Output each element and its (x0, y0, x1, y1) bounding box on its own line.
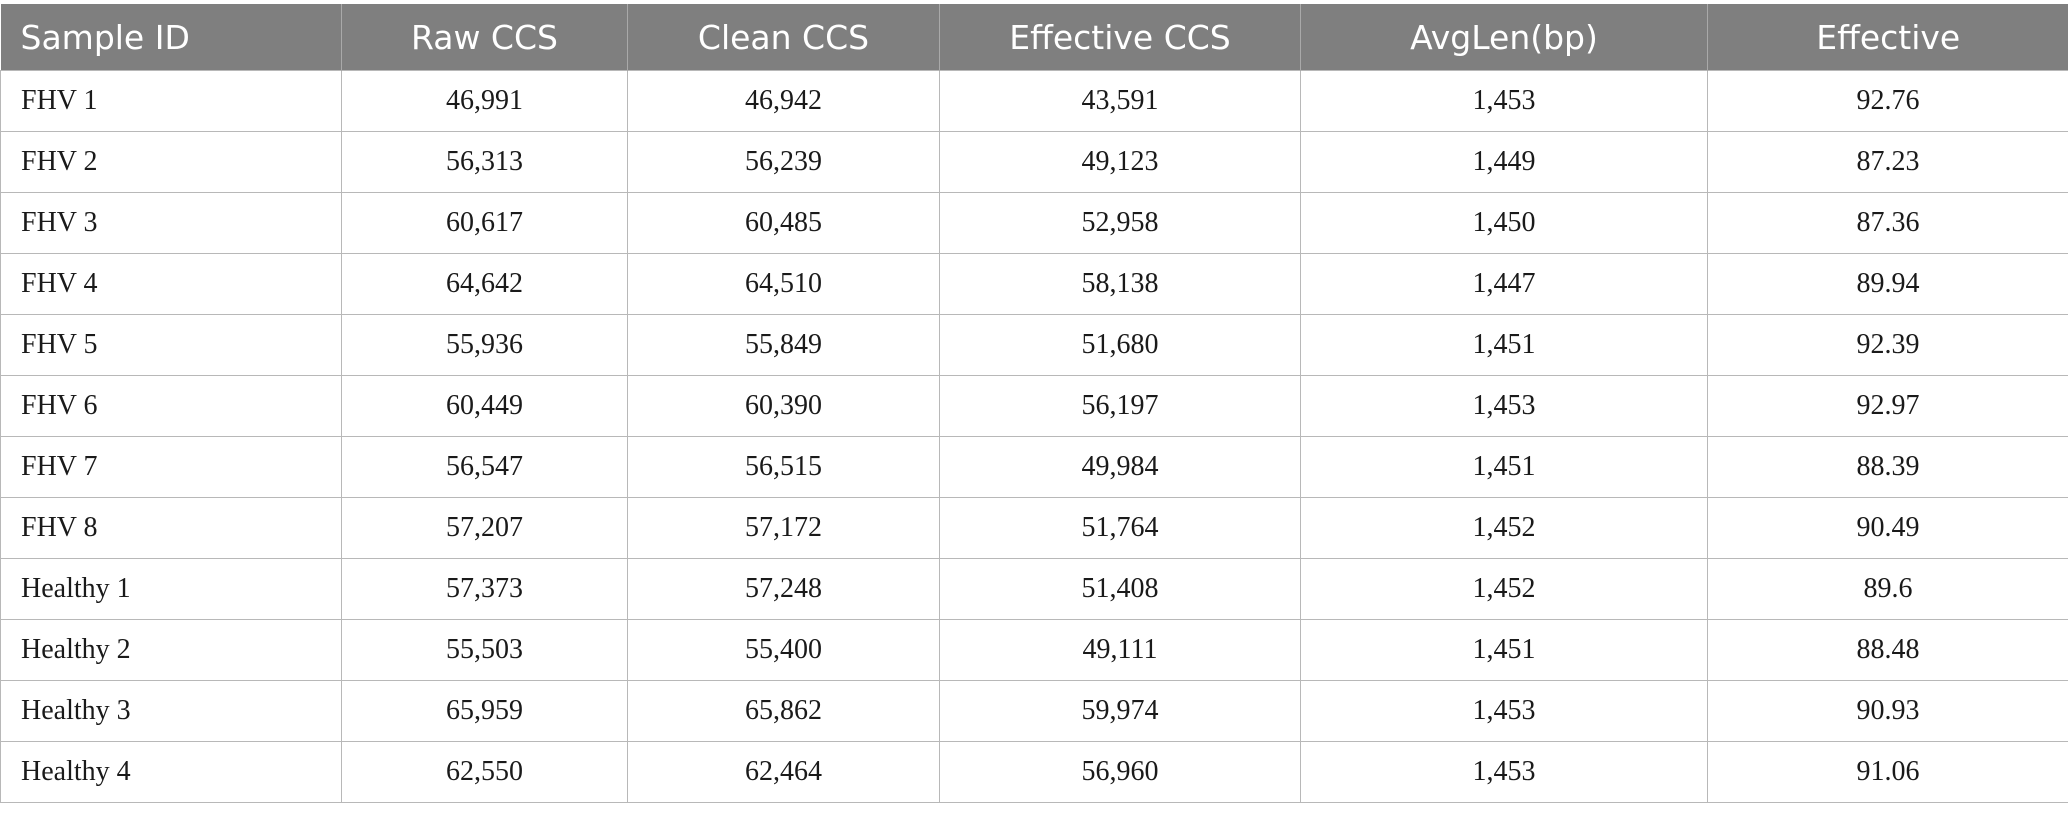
cell-avglen: 1,453 (1300, 375, 1708, 437)
cell-clean-ccs: 60,390 (627, 375, 940, 437)
cell-sample-id: FHV 2 (0, 131, 342, 193)
cell-sample-id: Healthy 3 (0, 680, 342, 742)
table-row: Healthy 1 57,373 57,248 51,408 1,452 89.6 (0, 558, 2068, 620)
cell-clean-ccs: 56,515 (627, 436, 940, 498)
cell-effective: 89.94 (1707, 253, 2068, 315)
cell-sample-id: FHV 6 (0, 375, 342, 437)
table-row: FHV 3 60,617 60,485 52,958 1,450 87.36 (0, 192, 2068, 254)
column-header-effective: Effective (1707, 4, 2068, 71)
cell-avglen: 1,452 (1300, 497, 1708, 559)
cell-effective-ccs: 51,764 (939, 497, 1301, 559)
table-row: Healthy 4 62,550 62,464 56,960 1,453 91.06 (0, 741, 2068, 803)
cell-avglen: 1,453 (1300, 741, 1708, 803)
column-header-avglen: AvgLen(bp) (1300, 4, 1708, 71)
cell-raw-ccs: 62,550 (341, 741, 628, 803)
cell-sample-id: Healthy 2 (0, 619, 342, 681)
cell-avglen: 1,451 (1300, 314, 1708, 376)
cell-clean-ccs: 62,464 (627, 741, 940, 803)
cell-sample-id: Healthy 1 (0, 558, 342, 620)
cell-raw-ccs: 57,207 (341, 497, 628, 559)
table-row: FHV 5 55,936 55,849 51,680 1,451 92.39 (0, 314, 2068, 376)
cell-effective: 88.39 (1707, 436, 2068, 498)
cell-effective: 87.36 (1707, 192, 2068, 254)
cell-effective-ccs: 58,138 (939, 253, 1301, 315)
column-header-raw-ccs: Raw CCS (341, 4, 628, 71)
cell-clean-ccs: 55,849 (627, 314, 940, 376)
cell-raw-ccs: 46,991 (341, 70, 628, 132)
cell-avglen: 1,451 (1300, 436, 1708, 498)
cell-sample-id: FHV 3 (0, 192, 342, 254)
cell-avglen: 1,450 (1300, 192, 1708, 254)
cell-raw-ccs: 65,959 (341, 680, 628, 742)
cell-effective-ccs: 56,197 (939, 375, 1301, 437)
cell-avglen: 1,452 (1300, 558, 1708, 620)
cell-effective-ccs: 43,591 (939, 70, 1301, 132)
cell-clean-ccs: 46,942 (627, 70, 940, 132)
cell-raw-ccs: 60,617 (341, 192, 628, 254)
cell-clean-ccs: 57,248 (627, 558, 940, 620)
cell-effective-ccs: 49,123 (939, 131, 1301, 193)
cell-clean-ccs: 60,485 (627, 192, 940, 254)
cell-avglen: 1,447 (1300, 253, 1708, 315)
cell-raw-ccs: 55,503 (341, 619, 628, 681)
cell-effective: 88.48 (1707, 619, 2068, 681)
cell-effective: 92.76 (1707, 70, 2068, 132)
cell-clean-ccs: 64,510 (627, 253, 940, 315)
cell-effective-ccs: 49,984 (939, 436, 1301, 498)
cell-avglen: 1,449 (1300, 131, 1708, 193)
data-table-container: Sample ID Raw CCS Clean CCS Effective CC… (0, 4, 2068, 803)
cell-clean-ccs: 56,239 (627, 131, 940, 193)
cell-clean-ccs: 57,172 (627, 497, 940, 559)
column-header-sample-id: Sample ID (0, 4, 342, 71)
table-row: FHV 7 56,547 56,515 49,984 1,451 88.39 (0, 436, 2068, 498)
cell-sample-id: FHV 7 (0, 436, 342, 498)
cell-effective: 91.06 (1707, 741, 2068, 803)
cell-effective: 89.6 (1707, 558, 2068, 620)
cell-clean-ccs: 55,400 (627, 619, 940, 681)
data-table: Sample ID Raw CCS Clean CCS Effective CC… (0, 4, 2068, 803)
table-row: FHV 6 60,449 60,390 56,197 1,453 92.97 (0, 375, 2068, 437)
cell-raw-ccs: 55,936 (341, 314, 628, 376)
column-header-effective-ccs: Effective CCS (939, 4, 1301, 71)
cell-effective: 90.49 (1707, 497, 2068, 559)
cell-effective-ccs: 52,958 (939, 192, 1301, 254)
cell-effective: 92.39 (1707, 314, 2068, 376)
cell-clean-ccs: 65,862 (627, 680, 940, 742)
table-body: FHV 1 46,991 46,942 43,591 1,453 92.76 FHV 2 56… (0, 70, 2068, 803)
cell-avglen: 1,451 (1300, 619, 1708, 681)
cell-sample-id: FHV 4 (0, 253, 342, 315)
cell-effective: 90.93 (1707, 680, 2068, 742)
header-row: Sample ID Raw CCS Clean CCS Effective CC… (0, 4, 2068, 71)
cell-raw-ccs: 60,449 (341, 375, 628, 437)
cell-effective-ccs: 51,680 (939, 314, 1301, 376)
table-header: Sample ID Raw CCS Clean CCS Effective CC… (0, 4, 2068, 71)
cell-raw-ccs: 57,373 (341, 558, 628, 620)
cell-raw-ccs: 56,547 (341, 436, 628, 498)
cell-effective-ccs: 51,408 (939, 558, 1301, 620)
cell-sample-id: FHV 8 (0, 497, 342, 559)
table-row: Healthy 3 65,959 65,862 59,974 1,453 90.93 (0, 680, 2068, 742)
cell-raw-ccs: 56,313 (341, 131, 628, 193)
table-row: FHV 1 46,991 46,942 43,591 1,453 92.76 (0, 70, 2068, 132)
table-row: FHV 2 56,313 56,239 49,123 1,449 87.23 (0, 131, 2068, 193)
column-header-clean-ccs: Clean CCS (627, 4, 940, 71)
cell-raw-ccs: 64,642 (341, 253, 628, 315)
cell-effective-ccs: 59,974 (939, 680, 1301, 742)
cell-sample-id: FHV 1 (0, 70, 342, 132)
table-row: Healthy 2 55,503 55,400 49,111 1,451 88.48 (0, 619, 2068, 681)
cell-avglen: 1,453 (1300, 680, 1708, 742)
cell-sample-id: Healthy 4 (0, 741, 342, 803)
cell-effective-ccs: 49,111 (939, 619, 1301, 681)
table-row: FHV 8 57,207 57,172 51,764 1,452 90.49 (0, 497, 2068, 559)
cell-avglen: 1,453 (1300, 70, 1708, 132)
cell-effective-ccs: 56,960 (939, 741, 1301, 803)
cell-effective: 87.23 (1707, 131, 2068, 193)
cell-sample-id: FHV 5 (0, 314, 342, 376)
cell-effective: 92.97 (1707, 375, 2068, 437)
table-row: FHV 4 64,642 64,510 58,138 1,447 89.94 (0, 253, 2068, 315)
